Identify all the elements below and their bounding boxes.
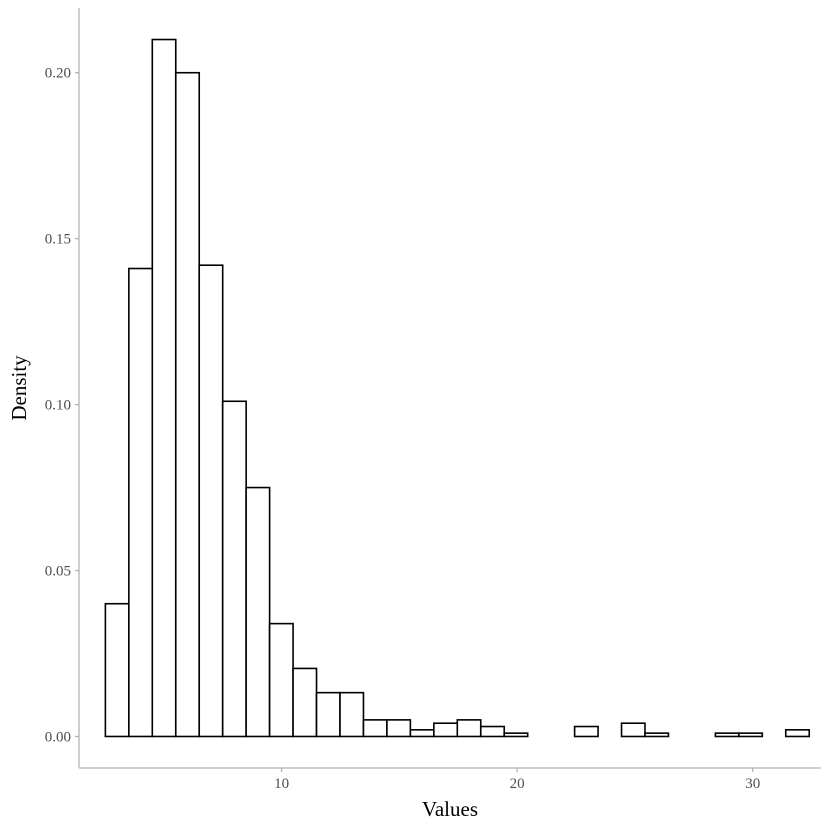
histogram-bar xyxy=(573,725,599,738)
histogram-bar xyxy=(433,722,459,738)
histogram-bar xyxy=(128,267,154,738)
histogram-bar xyxy=(198,264,224,738)
histogram-bar xyxy=(104,602,130,738)
y-ticks-group: 0.00 0.05 0.10 0.15 0.20 xyxy=(45,66,79,745)
histogram-bar xyxy=(339,691,365,738)
x-tick-label: 20 xyxy=(510,776,525,792)
x-tick-label: 30 xyxy=(745,776,760,792)
y-tick-label: 0.15 xyxy=(45,232,71,248)
histogram-bar xyxy=(221,400,247,738)
histogram-bar xyxy=(386,719,412,738)
histogram-bar xyxy=(644,732,670,738)
y-tick-label: 0.00 xyxy=(45,729,71,745)
y-tick-label: 0.10 xyxy=(45,398,71,414)
histogram-bar xyxy=(738,732,764,738)
x-tick-label: 10 xyxy=(274,776,289,792)
histogram-bar xyxy=(503,732,529,738)
histogram-bar xyxy=(151,38,177,738)
bars-group xyxy=(104,38,811,738)
histogram-bar xyxy=(174,71,201,738)
histogram-bar xyxy=(456,719,482,738)
histogram-bar xyxy=(479,725,506,738)
y-tick-label: 0.05 xyxy=(45,564,71,580)
y-axis-title: Density xyxy=(7,355,31,421)
histogram-bar xyxy=(409,729,435,738)
histogram-bar xyxy=(620,722,646,738)
histogram-bar xyxy=(315,691,341,738)
histogram-bar xyxy=(268,622,294,738)
histogram-bar xyxy=(292,667,318,738)
x-ticks-group: 10 20 30 xyxy=(274,768,760,792)
histogram-bar xyxy=(245,486,271,738)
histogram-bar xyxy=(714,732,740,738)
histogram-bar xyxy=(784,729,811,738)
x-axis-title: Values xyxy=(422,797,478,821)
histogram-bar xyxy=(362,719,388,738)
axes-group xyxy=(78,8,821,769)
y-tick-label: 0.20 xyxy=(45,66,71,82)
